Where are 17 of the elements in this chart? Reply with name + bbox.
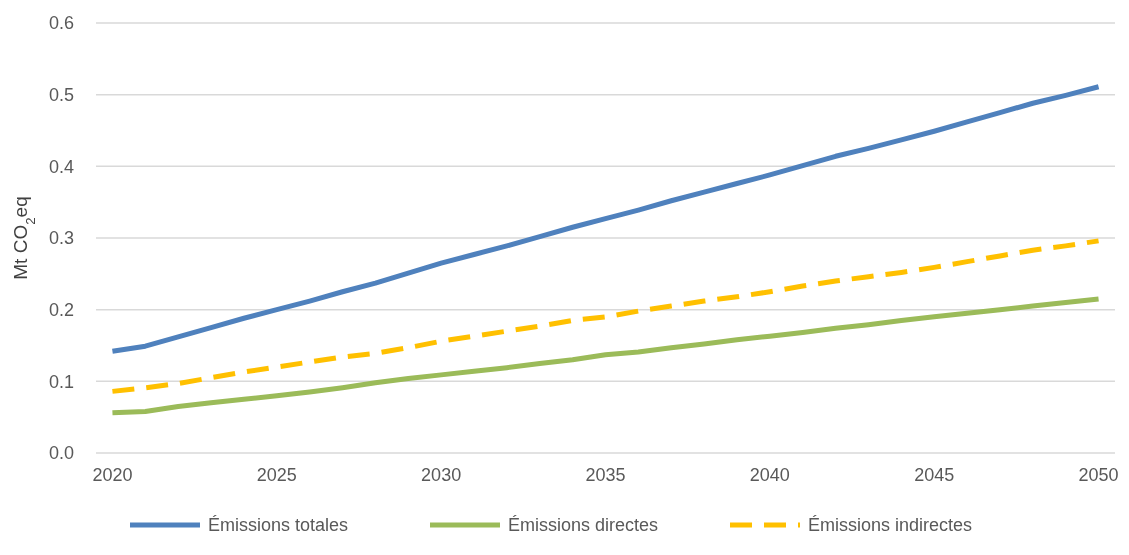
y-tick-label: 0.2 (48, 299, 74, 320)
y-tick-label: 0.1 (48, 371, 74, 392)
x-tick-label: 2050 (1078, 465, 1119, 485)
y-tick-label: 0.0 (48, 443, 74, 464)
y-tick-label: 0.5 (48, 84, 74, 105)
x-tick-label: 2040 (749, 465, 790, 485)
legend-label: Émissions indirectes (808, 515, 973, 536)
legend-label: Émissions directes (508, 515, 659, 536)
y-tick-label: 0.4 (48, 156, 74, 177)
x-tick-label: 2030 (421, 465, 462, 485)
x-tick-label: 2025 (256, 465, 297, 485)
x-tick-label: 2020 (92, 465, 133, 485)
y-tick-label: 0.6 (48, 13, 74, 34)
x-tick-label: 2035 (585, 465, 626, 485)
x-tick-label: 2045 (914, 465, 955, 485)
legend-label: Émissions totales (208, 515, 349, 536)
y-tick-label: 0.3 (48, 228, 74, 249)
